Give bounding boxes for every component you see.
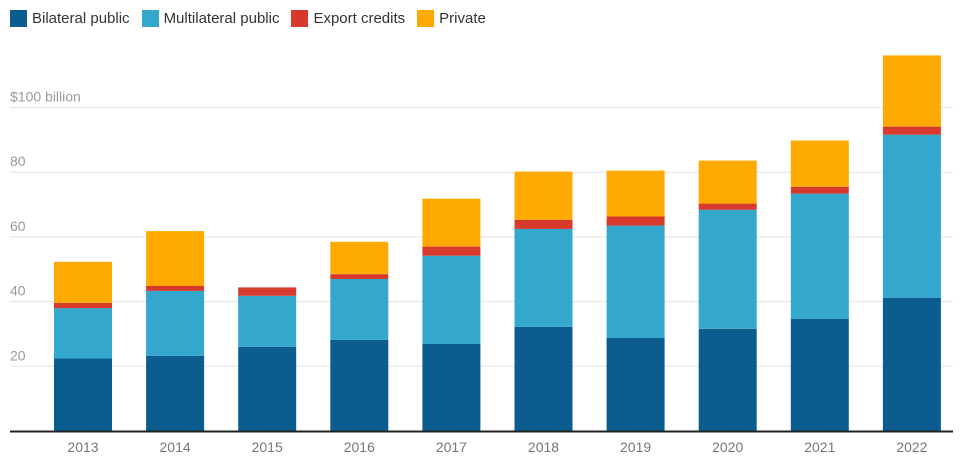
x-tick-label: 2022 [896,439,927,455]
y-tick-label: $100 billion [10,89,81,105]
legend-item-bilateral-public: Bilateral public [10,10,130,27]
bar-segment-export-credits-2018 [514,219,573,229]
legend-swatch [141,10,159,27]
bar-segment-multilateral-public-2013 [54,308,112,359]
bar-segment-bilateral-public-2021 [790,318,849,431]
bar-segment-multilateral-public-2018 [514,228,573,327]
bar-segment-private-2019 [606,170,665,217]
bar-segment-private-2022 [882,55,941,127]
bar-segment-multilateral-public-2016 [330,279,389,340]
bar-segment-bilateral-public-2018 [514,326,573,431]
legend-swatch [417,10,435,27]
bar-segment-private-2021 [790,140,849,187]
y-tick-label: 60 [10,218,26,234]
legend-item-private: Private [417,10,486,27]
bar-segment-export-credits-2017 [422,246,481,256]
bar-segment-private-2014 [146,231,205,286]
bar-segment-export-credits-2022 [882,126,941,135]
bar-segment-bilateral-public-2013 [54,358,112,431]
bar-segment-bilateral-public-2014 [146,355,205,431]
legend-label: Private [439,10,486,27]
x-tick-label: 2015 [252,439,283,455]
bar-segment-multilateral-public-2021 [790,193,849,319]
x-tick-label: 2014 [160,439,191,455]
y-tick-label: 80 [10,153,26,169]
bar-segment-export-credits-2014 [146,285,205,291]
bar-segment-multilateral-public-2015 [238,295,297,347]
bar-segment-private-2013 [54,261,112,303]
x-tick-label: 2016 [344,439,375,455]
legend-swatch [10,10,27,27]
bar-segment-export-credits-2013 [54,302,112,309]
bar-segment-bilateral-public-2015 [238,346,297,431]
bar-segment-export-credits-2016 [330,274,389,279]
bar-segment-bilateral-public-2017 [422,344,481,431]
legend-item-multilateral-public: Multilateral public [141,10,280,27]
bar-segment-private-2017 [422,198,481,247]
y-tick-label: 40 [10,283,26,299]
bar-segment-bilateral-public-2020 [698,328,757,431]
x-tick-label: 2018 [528,439,559,455]
x-tick-label: 2017 [436,439,467,455]
legend-label: Multilateral public [163,10,280,27]
bar-segment-bilateral-public-2019 [606,337,665,431]
bar-segment-export-credits-2019 [606,216,665,226]
bar-segment-multilateral-public-2022 [882,134,941,298]
x-tick-label: 2021 [804,439,835,455]
x-tick-label: 2013 [67,439,98,455]
legend: Bilateral public Multilateral public Expor… [10,10,498,27]
bar-segment-export-credits-2021 [790,186,849,194]
bar-segment-export-credits-2015 [238,287,297,296]
legend-label: Bilateral public [32,10,130,27]
y-tick-labels: 20 40 60 80 $100 billion [10,89,81,364]
bar-segment-multilateral-public-2017 [422,255,481,344]
y-tick-label: 20 [10,347,26,363]
x-tick-labels: 2013 2014 2015 2016 2017 2018 2019 2020 2021 2022 [67,439,927,455]
legend-swatch [291,10,309,27]
bar-segment-bilateral-public-2022 [882,297,941,431]
bar-segment-bilateral-public-2016 [330,339,389,431]
legend-label: Export credits [313,10,406,27]
bar-segment-multilateral-public-2020 [698,209,757,329]
bar-segment-multilateral-public-2019 [606,225,665,338]
legend-item-export-credits: Export credits [291,10,405,27]
x-tick-label: 2019 [620,439,651,455]
bar-segment-export-credits-2020 [698,203,757,210]
bar-segment-multilateral-public-2014 [146,290,205,356]
bar-segment-private-2016 [330,241,389,275]
bar-segment-private-2020 [698,160,757,204]
bar-segment-private-2018 [514,171,573,220]
bars [54,55,941,431]
x-tick-label: 2020 [712,439,743,455]
